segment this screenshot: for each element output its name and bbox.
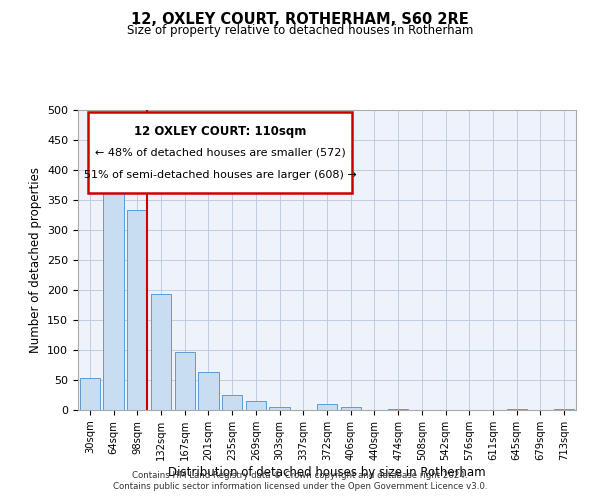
FancyBboxPatch shape	[88, 112, 352, 192]
Bar	[103, 166, 124, 410]
Bar	[175, 352, 195, 410]
Y-axis label: Number of detached properties: Number of detached properties	[29, 167, 41, 353]
Text: 12, OXLEY COURT, ROTHERHAM, S60 2RE: 12, OXLEY COURT, ROTHERHAM, S60 2RE	[131, 12, 469, 28]
Text: ← 48% of detached houses are smaller (572): ← 48% of detached houses are smaller (57…	[95, 148, 346, 158]
Text: Size of property relative to detached houses in Rotherham: Size of property relative to detached ho…	[127, 24, 473, 37]
Bar	[222, 395, 242, 410]
Bar	[317, 404, 337, 410]
Bar	[199, 372, 218, 410]
Text: Contains HM Land Registry data © Crown copyright and database right 2024.: Contains HM Land Registry data © Crown c…	[132, 471, 468, 480]
Bar	[80, 378, 100, 410]
Text: Contains public sector information licensed under the Open Government Licence v3: Contains public sector information licen…	[113, 482, 487, 491]
Bar	[554, 409, 574, 410]
Bar	[388, 409, 408, 410]
X-axis label: Distribution of detached houses by size in Rotherham: Distribution of detached houses by size …	[168, 466, 486, 478]
Text: 51% of semi-detached houses are larger (608) →: 51% of semi-detached houses are larger (…	[83, 170, 356, 180]
Bar	[246, 401, 266, 410]
Bar	[341, 407, 361, 410]
Text: 12 OXLEY COURT: 110sqm: 12 OXLEY COURT: 110sqm	[134, 125, 306, 138]
Bar	[506, 409, 527, 410]
Bar	[151, 294, 171, 410]
Bar	[269, 407, 290, 410]
Bar	[127, 210, 148, 410]
